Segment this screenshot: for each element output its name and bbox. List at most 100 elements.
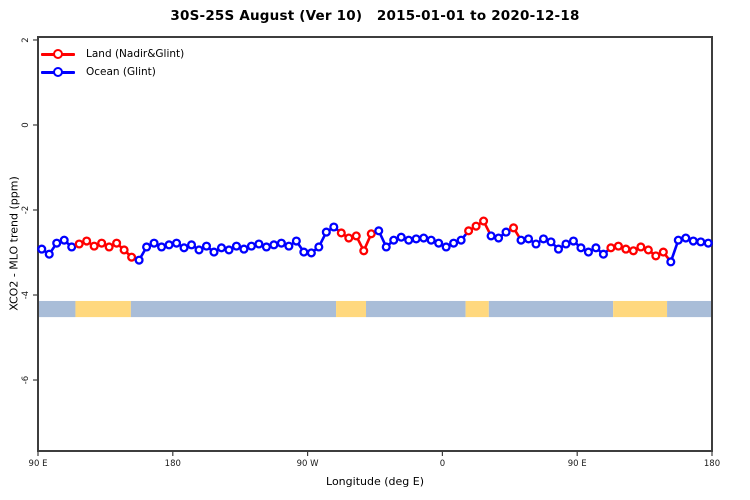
ocean-data-point — [269, 240, 279, 250]
ocean-data-point — [44, 249, 54, 259]
band-segment-ocean — [488, 300, 614, 318]
land-data-point — [643, 245, 653, 255]
data-line-segments — [40, 219, 710, 264]
ocean-data-point — [456, 235, 466, 245]
land-data-point — [97, 238, 107, 248]
ocean-data-point — [673, 235, 683, 245]
ocean-data-point — [449, 238, 459, 248]
band-segment-land — [465, 300, 489, 318]
legend-item-ocean: Ocean (Glint) — [41, 63, 184, 81]
ocean-data-point — [134, 255, 144, 265]
ocean-data-point — [404, 235, 414, 245]
ocean-data-point — [441, 242, 451, 252]
land-data-point — [359, 246, 369, 256]
ocean-data-point — [209, 247, 219, 257]
ocean-data-point — [284, 241, 294, 251]
land-data-point — [89, 241, 99, 251]
ocean-data-point — [598, 249, 608, 259]
ocean-data-point — [688, 236, 698, 246]
land-data-point — [651, 251, 661, 261]
ocean-data-point — [561, 239, 571, 249]
y-tick-label: -6 — [21, 376, 31, 384]
ocean-data-point — [291, 236, 301, 246]
land-data-point — [104, 242, 114, 252]
y-tick-label: 2 — [21, 37, 31, 42]
band-segment-ocean — [366, 300, 466, 318]
x-tick-label: 90 E — [29, 459, 48, 469]
ocean-data-point — [591, 243, 601, 253]
ocean-data-point — [157, 242, 167, 252]
land-data-point — [628, 246, 638, 256]
x-tick-label: 180 — [704, 459, 720, 469]
chart-title: 30S-25S August (Ver 10) 2015-01-01 to 20… — [170, 8, 580, 24]
ocean-data-point — [239, 244, 249, 254]
land-data-point — [344, 233, 354, 243]
ocean-data-point — [261, 242, 271, 252]
land-data-point — [479, 216, 489, 226]
ocean-data-point — [179, 243, 189, 253]
land-data-point — [112, 238, 122, 248]
ocean-data-point — [576, 243, 586, 253]
ocean-data-point — [224, 245, 234, 255]
ocean-data-point — [306, 248, 316, 258]
y-axis-ticks: 2 0 -2 -4 -6 — [21, 37, 38, 384]
land-data-point — [464, 226, 474, 236]
land-series-key-icon — [41, 48, 75, 59]
land-data-point — [621, 244, 631, 254]
band-segment-ocean — [38, 300, 76, 318]
x-axis-ticks: 90 E 180 90 W 0 90 E 180 — [29, 451, 720, 469]
land-data-point — [636, 242, 646, 252]
band-segment-land — [75, 300, 131, 318]
legend-label-land: Land (Nadir&Glint) — [86, 48, 185, 60]
ocean-data-point — [494, 233, 504, 243]
ocean-data-point — [171, 238, 182, 248]
ocean-data-point — [516, 235, 526, 245]
land-data-point — [82, 236, 92, 246]
land-data-point — [613, 241, 623, 251]
ocean-series-key-icon — [41, 66, 75, 77]
y-tick-label: -4 — [21, 291, 31, 299]
ocean-data-point — [501, 227, 511, 237]
surface-band — [38, 300, 712, 318]
ocean-data-point — [201, 241, 212, 251]
data-points — [37, 216, 713, 267]
band-segment-ocean — [130, 300, 337, 318]
ocean-data-point — [486, 231, 496, 241]
x-tick-label: 90 W — [297, 459, 320, 469]
land-data-point — [658, 247, 668, 257]
land-data-point — [351, 231, 361, 241]
ocean-data-point — [666, 257, 676, 267]
ocean-data-point — [254, 239, 264, 249]
ocean-data-point — [381, 242, 391, 252]
land-data-point — [336, 228, 346, 238]
ocean-data-point — [374, 226, 384, 236]
ocean-data-point — [523, 234, 534, 244]
ocean-data-point — [149, 238, 159, 248]
ocean-data-point — [696, 237, 706, 247]
band-segment-land — [613, 300, 668, 318]
ocean-data-point — [538, 234, 549, 244]
ocean-data-point — [142, 242, 152, 252]
ocean-data-point — [419, 233, 429, 243]
ocean-data-point — [583, 247, 593, 257]
y-tick-label: -2 — [21, 206, 31, 214]
legend-label-ocean: Ocean (Glint) — [86, 66, 156, 78]
ocean-data-point — [231, 241, 242, 251]
land-data-point — [508, 223, 519, 233]
ocean-data-point — [546, 237, 556, 247]
ocean-data-point — [59, 235, 69, 245]
land-data-point — [127, 252, 137, 262]
ocean-data-point — [321, 227, 331, 237]
ocean-data-point — [186, 240, 197, 250]
ocean-data-point — [37, 244, 47, 254]
ocean-data-point — [329, 222, 339, 232]
ocean-data-point — [246, 241, 256, 251]
ocean-data-point — [389, 235, 399, 245]
ocean-data-point — [396, 232, 406, 242]
band-segment-land — [336, 300, 367, 318]
ocean-data-point — [568, 236, 579, 246]
land-data-point — [119, 245, 129, 255]
ocean-data-point — [434, 238, 444, 248]
